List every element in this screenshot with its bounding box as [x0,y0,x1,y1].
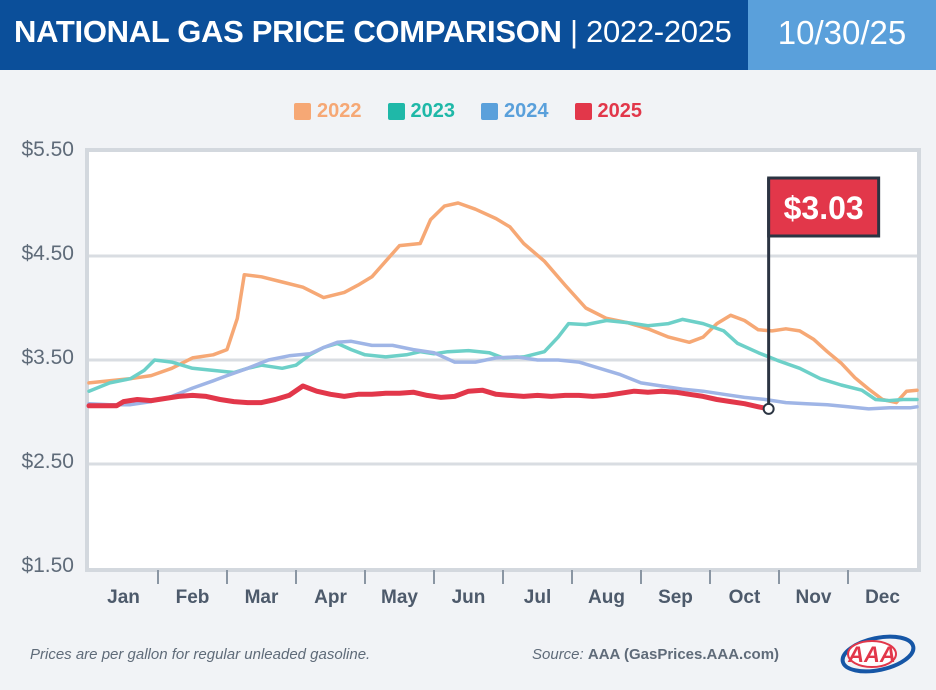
legend-item-2022: 2022 [294,100,362,123]
source-label: Source: [532,646,584,663]
x-axis-ticks: Jan Feb Mar Apr May Jun Jul Aug Sep Oct Nov Dec [107,570,900,608]
series-line-2022 [87,201,919,405]
price-callout: $3.03 [762,176,881,415]
x-tick-label-dec: Dec [865,587,900,608]
legend-label-2022: 2022 [317,100,362,122]
callout-marker [762,402,775,415]
title-main: NATIONAL GAS PRICE COMPARISON [14,14,562,49]
callout-box [767,176,881,238]
y-tick-label-4: $1.50 [21,554,74,577]
chart-title: NATIONAL GAS PRICE COMPARISON | 2022-202… [14,14,732,50]
legend-label-2025: 2025 [597,100,643,122]
source-line: Source: AAA (GasPrices.AAA.com) [532,646,779,663]
legend-item-2024: 2024 [481,100,549,123]
legend-item-2023: 2023 [387,100,456,123]
x-tick-label-nov: Nov [796,587,832,608]
y-tick-label-2: $3.50 [21,346,74,369]
title-separator: | [569,14,578,49]
date-badge: 10/30/25 [748,0,936,70]
x-tick-label-apr: Apr [314,587,347,608]
y-tick-label-0: $5.50 [21,138,74,161]
x-tick-label-jul: Jul [524,587,551,608]
title-years: 2022-2025 [586,14,732,49]
y-tick-label-3: $2.50 [21,450,74,473]
y-tick-label-1: $4.50 [21,242,74,265]
x-tick-label-feb: Feb [176,587,210,608]
source-value: AAA (GasPrices.AAA.com) [587,646,780,663]
legend-swatch-2023 [387,103,405,120]
legend-label-2023: 2023 [410,100,456,122]
x-tick-label-mar: Mar [245,587,279,608]
date-text: 10/30/25 [777,14,907,51]
header-bar: NATIONAL GAS PRICE COMPARISON | 2022-202… [0,0,936,70]
legend-item-2025: 2025 [574,100,643,123]
x-tick-label-oct: Oct [729,587,761,608]
legend-swatch-2022 [294,103,311,120]
x-tick-label-jan: Jan [107,587,140,608]
x-tick-label-may: May [381,587,418,608]
legend-swatch-2024 [481,103,498,120]
footnote: Prices are per gallon for regular unlead… [30,646,371,663]
x-tick-label-aug: Aug [588,587,625,608]
legend-label-2024: 2024 [504,100,549,122]
legend-swatch-2025 [574,103,592,120]
x-tick-label-sep: Sep [658,587,693,608]
aaa-logo: AAA [840,634,916,674]
series-line-2024 [87,339,919,411]
logo-text: AAA [847,642,896,667]
series-lines [86,201,919,412]
series-line-2025 [86,383,772,412]
chart-legend: 2022 2023 2024 2025 [0,100,936,123]
x-tick-label-jun: Jun [452,587,486,608]
callout-label: $3.03 [784,190,864,226]
